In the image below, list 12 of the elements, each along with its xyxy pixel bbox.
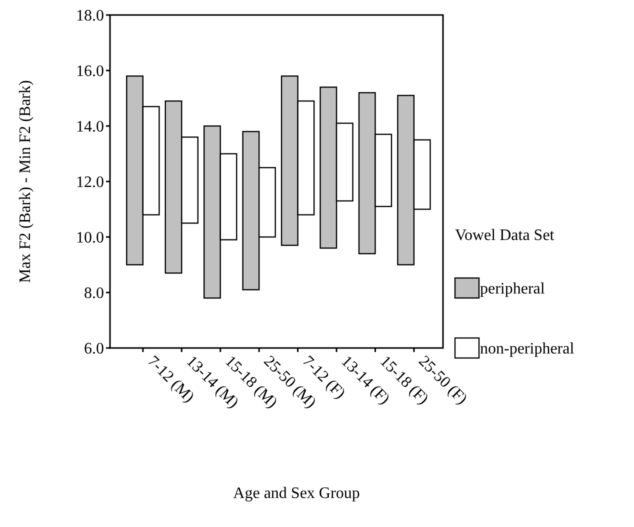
x-axis-title: Age and Sex Group	[233, 485, 360, 502]
y-tick-label: 10.0	[76, 230, 104, 247]
y-tick-label: 8.0	[84, 285, 104, 302]
y-tick-label: 12.0	[76, 174, 104, 192]
y-tick-label: 16.0	[76, 63, 104, 80]
legend-title: Vowel Data Set	[455, 227, 555, 244]
legend-label: non-peripheral	[480, 340, 575, 358]
y-axis-title: Max F2 (Bark) - Min F2 (Bark)	[17, 80, 34, 283]
y-tick-label: 6.0	[84, 340, 104, 358]
y-tick-label: 18.0	[76, 8, 104, 25]
y-tick-label: 14.0	[76, 118, 104, 136]
legend-label: peripheral	[480, 280, 546, 298]
